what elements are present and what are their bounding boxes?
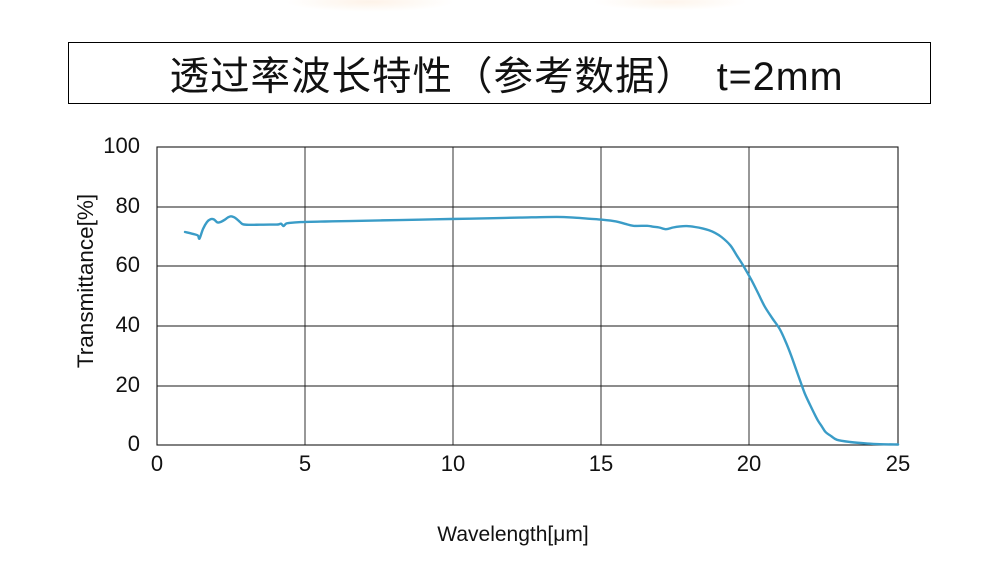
svg-text:0: 0 xyxy=(151,451,163,476)
svg-text:20: 20 xyxy=(116,372,140,397)
svg-text:Wavelength[μm]: Wavelength[μm] xyxy=(437,523,588,546)
svg-text:Transmittance[%]: Transmittance[%] xyxy=(73,194,98,368)
svg-text:60: 60 xyxy=(116,252,140,277)
svg-text:5: 5 xyxy=(299,451,311,476)
svg-text:100: 100 xyxy=(103,133,140,158)
svg-text:15: 15 xyxy=(589,451,613,476)
svg-text:0: 0 xyxy=(128,431,140,456)
svg-text:40: 40 xyxy=(116,312,140,337)
svg-text:80: 80 xyxy=(116,193,140,218)
svg-text:25: 25 xyxy=(886,451,910,476)
svg-text:20: 20 xyxy=(737,451,761,476)
svg-text:10: 10 xyxy=(441,451,465,476)
